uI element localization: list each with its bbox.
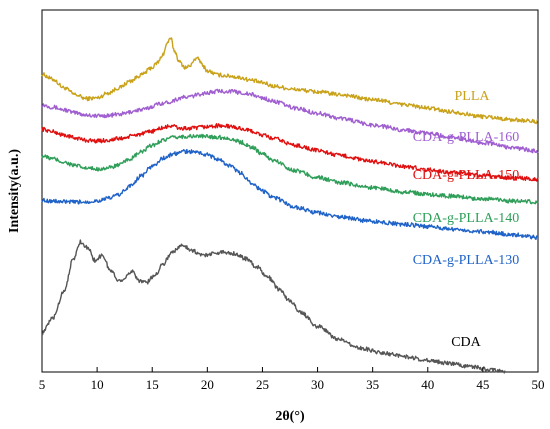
series-line: [41, 123, 539, 182]
series-label: PLLA: [455, 89, 491, 104]
x-tick-label: 45: [476, 377, 489, 392]
x-tick-label: 35: [366, 377, 379, 392]
series-line: [41, 239, 506, 374]
x-tick-label: 10: [91, 377, 104, 392]
x-axis: 5 10 15 20 25 30 35 40 45 50: [39, 367, 545, 392]
series-label: CDA-g-PLLA-160: [413, 130, 520, 145]
plot-frame: [41, 9, 539, 373]
series-label: CDA: [451, 335, 481, 350]
x-tick-label: 5: [39, 377, 46, 392]
series-layer: [41, 37, 539, 374]
series-label: CDA-g-PLLA-130: [413, 253, 520, 268]
series-labels: PLLA CDA-g-PLLA-160 CDA-g-PLLA-150 CDA-g-PL…: [413, 89, 520, 350]
series-line: [41, 133, 539, 205]
series-line: [41, 88, 539, 154]
series-line: [41, 148, 539, 240]
y-axis-title: Intensity(a.u.): [7, 149, 22, 233]
x-tick-label: 30: [311, 377, 324, 392]
x-axis-title: 2θ(°): [275, 409, 305, 424]
series-label: CDA-g-PLLA-140: [413, 211, 520, 226]
x-tick-label: 25: [256, 377, 269, 392]
x-tick-label: 20: [201, 377, 214, 392]
x-tick-label: 50: [532, 377, 545, 392]
x-tick-label: 15: [146, 377, 159, 392]
x-tick-label: 40: [421, 377, 434, 392]
series-line: [41, 37, 539, 125]
series-label: CDA-g-PLLA-150: [413, 168, 520, 183]
